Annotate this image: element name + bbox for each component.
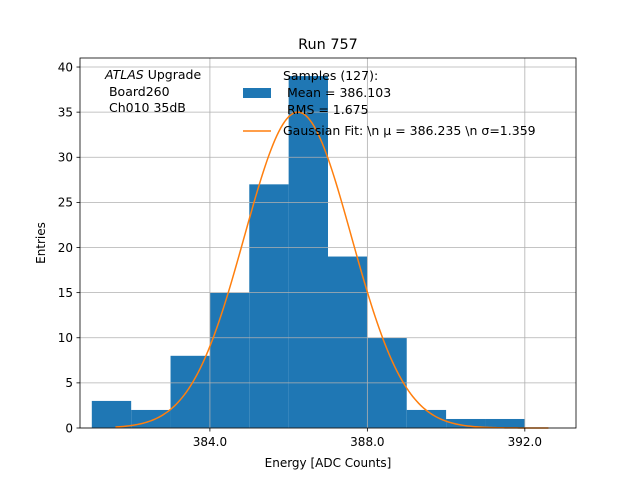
annotation-experiment: ATLAS xyxy=(104,67,144,82)
y-tick-label: 10 xyxy=(58,331,73,345)
legend-hist-swatch xyxy=(243,88,271,98)
histogram-bar xyxy=(406,409,447,428)
y-tick-label: 5 xyxy=(65,376,73,390)
y-tick-label: 0 xyxy=(65,421,73,435)
grid-lines xyxy=(80,58,576,429)
histogram-bar xyxy=(328,256,368,428)
histogram-bars xyxy=(91,76,525,429)
annotation-upgrade: Upgrade xyxy=(144,67,202,82)
annotation-line-1: ATLAS Upgrade xyxy=(104,67,201,82)
x-tick-label: 392.0 xyxy=(508,435,542,449)
x-axis-label: Energy [ADC Counts] xyxy=(265,456,392,470)
y-tick-label: 20 xyxy=(58,241,73,255)
y-axis-label: Entries xyxy=(34,222,48,264)
chart-title: Run 757 xyxy=(298,37,358,53)
histogram-bar xyxy=(485,418,525,428)
legend-hist-label-2: Mean = 386.103 xyxy=(283,85,391,100)
atlas-annotation: ATLAS Upgrade Board260 Ch010 35dB xyxy=(104,67,201,115)
plot-area xyxy=(79,57,577,429)
gaussian-fit-curve xyxy=(115,111,549,429)
y-tick-label: 30 xyxy=(58,151,73,165)
annotation-line-2: Board260 xyxy=(105,84,170,99)
x-tick-label: 388.0 xyxy=(350,435,384,449)
y-tick-label: 25 xyxy=(58,196,73,210)
annotation-line-3: Ch010 35dB xyxy=(105,100,186,115)
y-tick-label: 40 xyxy=(58,60,73,74)
histogram-bar xyxy=(249,184,289,428)
legend: Samples (127): Mean = 386.103 RMS = 1.67… xyxy=(243,68,536,138)
histogram-bar xyxy=(209,292,250,428)
legend-hist-label-3: RMS = 1.675 xyxy=(283,102,369,117)
histogram-bar xyxy=(91,400,132,428)
legend-fit-label: Gaussian Fit: \n μ = 386.235 \n σ=1.359 xyxy=(283,123,536,138)
y-tick-label: 15 xyxy=(58,286,73,300)
axes-frame xyxy=(79,57,577,429)
histogram-bar xyxy=(288,76,328,429)
x-tick-label: 384.0 xyxy=(193,435,227,449)
histogram-bar xyxy=(170,355,210,428)
legend-hist-label-1: Samples (127): xyxy=(283,68,378,83)
x-axis: 384.0 388.0 392.0 xyxy=(193,428,542,449)
y-axis: 0 5 10 15 20 25 30 35 40 xyxy=(58,60,80,435)
y-tick-label: 35 xyxy=(58,105,73,119)
histogram-bar xyxy=(446,418,486,428)
